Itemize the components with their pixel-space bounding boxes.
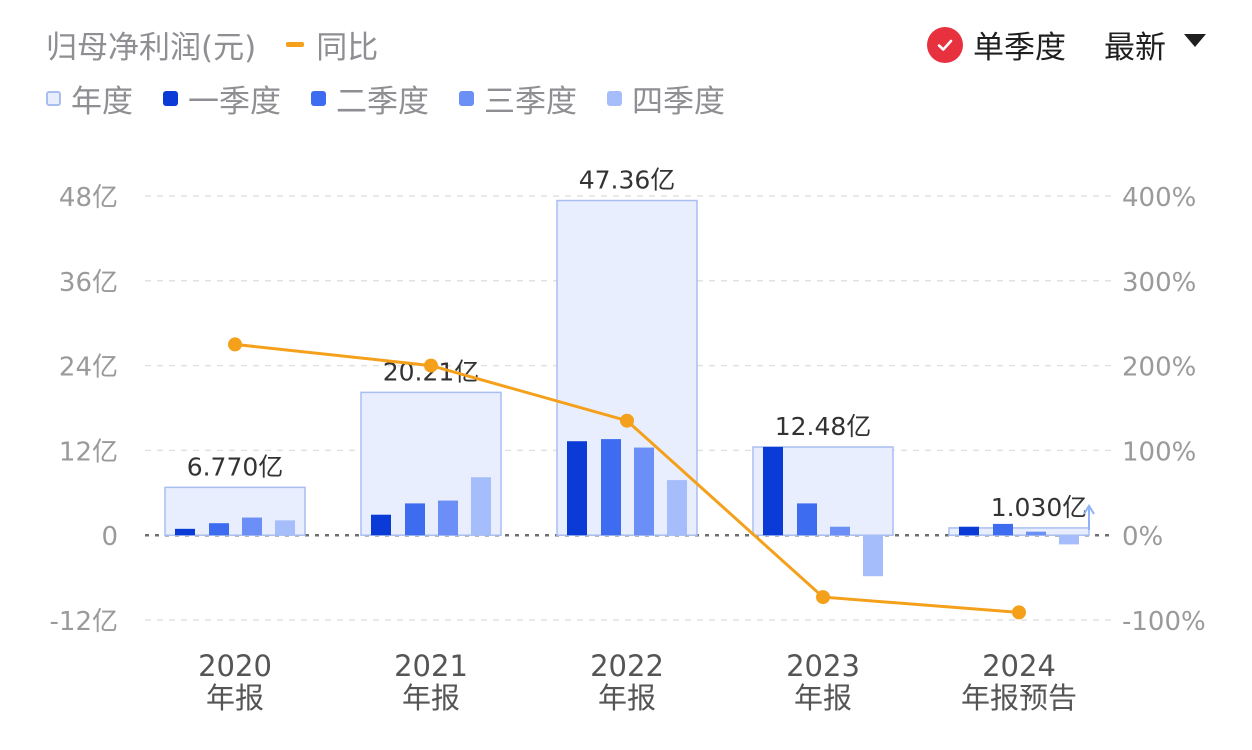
yoy-point: [424, 358, 438, 373]
quarter-bar-q4: [471, 477, 491, 536]
x-axis-report-label: 年报: [206, 681, 264, 715]
quarter-bar-q1: [175, 528, 195, 536]
legend-swatch-annual: [46, 91, 61, 106]
yoy-legend-label: 同比: [316, 30, 379, 66]
period-dropdown[interactable]: 最新: [1104, 30, 1166, 66]
quarter-bar-q1: [567, 441, 587, 536]
legend-item-q2[interactable]: 二季度: [311, 76, 429, 121]
legend-item-q1[interactable]: 一季度: [163, 76, 281, 121]
quarter-bar-q1: [959, 526, 979, 536]
left-axis-tick-label: 48亿: [59, 183, 118, 213]
legend-item-annual[interactable]: 年度: [46, 76, 133, 121]
left-axis-tick-label: 0: [101, 522, 118, 552]
chart-legend: 年度 一季度 二季度 三季度 四季度: [46, 76, 755, 121]
right-axis-tick-label: 100%: [1122, 437, 1196, 467]
legend-label-q1: 一季度: [188, 84, 281, 120]
annual-value-label: 12.48亿: [775, 412, 872, 441]
right-axis-tick-label: -100%: [1122, 607, 1206, 637]
left-axis-tick-label: 36亿: [59, 268, 118, 298]
quarter-bar-q3: [242, 517, 262, 536]
quarter-bar-q2: [601, 439, 621, 536]
chart-title: 归母净利润(元): [46, 30, 257, 66]
single-quarter-toggle[interactable]: 单季度: [973, 30, 1066, 66]
quarter-bar-q2: [209, 523, 229, 536]
dropdown-caret-icon[interactable]: [1184, 34, 1206, 47]
forecast-arrow-head: [1083, 504, 1095, 515]
quarter-bar-q3: [438, 500, 458, 536]
annual-value-label: 1.030亿: [991, 493, 1088, 522]
yoy-legend-marker: [286, 42, 305, 47]
x-axis-report-label: 年报预告: [961, 681, 1077, 715]
quarter-bar-q1: [371, 514, 391, 536]
legend-label-q4: 四季度: [632, 84, 725, 120]
annual-value-label: 6.770亿: [187, 452, 284, 481]
right-axis-tick-label: 0%: [1122, 522, 1163, 552]
left-axis-tick-label: -12亿: [50, 607, 118, 637]
quarter-bar-q1: [763, 446, 783, 536]
annual-bar: [948, 527, 1090, 536]
legend-swatch-q1: [163, 91, 178, 106]
x-axis-year-label: 2020: [198, 649, 272, 683]
legend-label-q3: 三季度: [484, 84, 577, 120]
quarter-bar-q3: [1026, 531, 1046, 536]
quarter-bar-q4: [1059, 535, 1079, 545]
legend-label-q2: 二季度: [336, 84, 429, 120]
legend-item-q4[interactable]: 四季度: [607, 76, 725, 121]
yoy-point: [816, 590, 830, 605]
yoy-point: [620, 413, 634, 428]
legend-label-annual: 年度: [71, 84, 133, 120]
x-axis-report-label: 年报: [794, 681, 852, 715]
legend-item-q3[interactable]: 三季度: [459, 76, 577, 121]
chart-controls: 单季度 最新: [927, 22, 1206, 67]
quarter-bar-q3: [830, 526, 850, 536]
right-axis-tick-label: 200%: [1122, 353, 1196, 383]
check-icon[interactable]: [927, 26, 963, 63]
quarter-bar-q3: [634, 447, 654, 536]
legend-swatch-q3: [459, 91, 474, 106]
legend-swatch-q4: [607, 91, 622, 106]
chart-header: 归母净利润(元) 同比: [46, 22, 378, 67]
right-axis-tick-label: 300%: [1122, 268, 1196, 298]
left-axis-tick-label: 24亿: [59, 353, 118, 383]
x-axis-report-label: 年报: [402, 681, 460, 715]
x-axis-report-label: 年报: [598, 681, 656, 715]
yoy-point: [1012, 605, 1026, 620]
x-axis-year-label: 2021: [394, 649, 468, 683]
quarter-bar-q2: [797, 503, 817, 536]
quarter-bar-q4: [275, 520, 295, 536]
quarter-bar-q4: [863, 535, 883, 577]
x-axis-year-label: 2024: [982, 649, 1056, 683]
quarter-bar-q2: [993, 523, 1013, 536]
left-axis-tick-label: 12亿: [59, 437, 118, 467]
right-axis-tick-label: 400%: [1122, 183, 1196, 213]
x-axis-year-label: 2022: [590, 649, 664, 683]
annual-value-label: 47.36亿: [579, 166, 676, 195]
yoy-point: [228, 337, 242, 352]
quarter-bar-q4: [667, 480, 687, 536]
quarter-bar-q2: [405, 503, 425, 536]
x-axis-year-label: 2023: [786, 649, 860, 683]
legend-swatch-q2: [311, 91, 326, 106]
